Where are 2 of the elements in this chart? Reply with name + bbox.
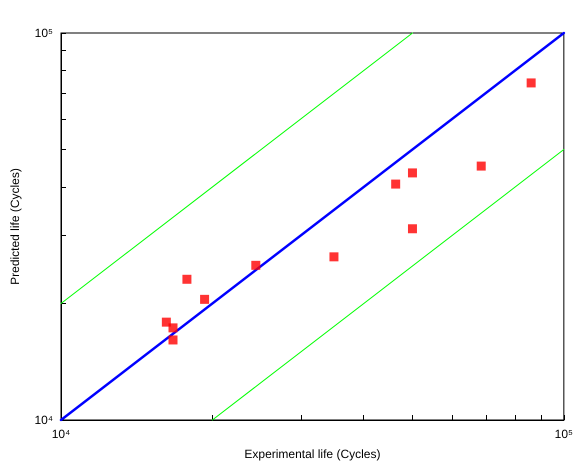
y-axis-title: Predicted life (Cycles) bbox=[8, 168, 22, 285]
x-axis-title: Experimental life (Cycles) bbox=[244, 447, 380, 461]
